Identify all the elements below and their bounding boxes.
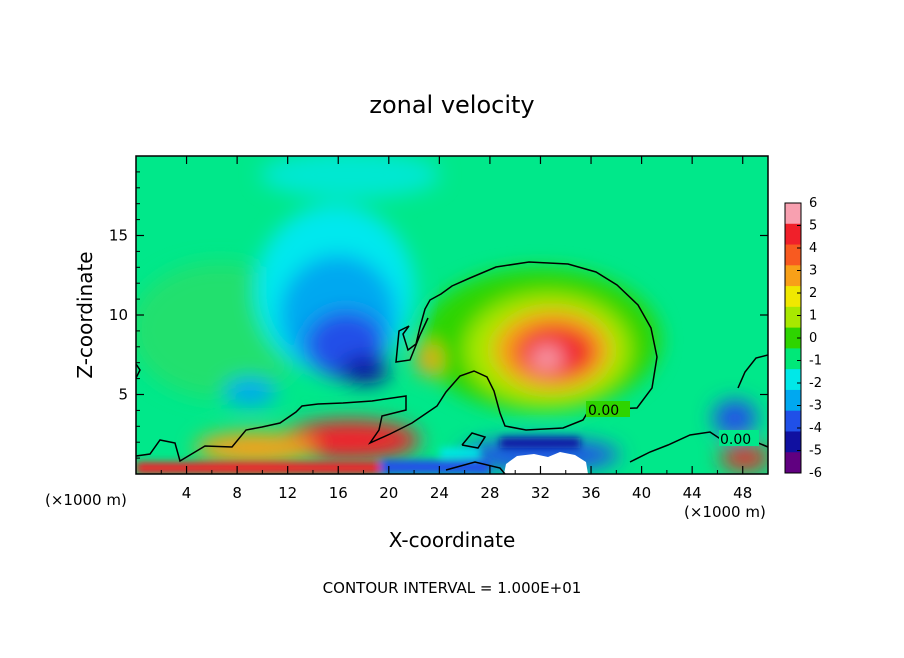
contour-label-2: 0.00 <box>720 432 751 448</box>
field-region-low-orange-left <box>195 432 315 464</box>
y-tick-label: 5 <box>118 386 128 404</box>
contour-lines <box>136 261 768 474</box>
field-region-right-blue <box>713 400 757 436</box>
surface-detail <box>136 438 580 474</box>
surface-red-band <box>136 462 386 474</box>
colorbar-segment <box>785 203 801 225</box>
surface-dark-blue-band <box>500 438 580 448</box>
colorbar-segment <box>785 265 801 287</box>
colorbar-label: -1 <box>809 354 822 369</box>
colorbar-segment <box>785 306 801 329</box>
colorbar-label: -2 <box>809 376 822 391</box>
colorbar-label: 4 <box>809 241 817 256</box>
velocity-field <box>136 156 768 471</box>
x-tick-label: 8 <box>232 484 242 502</box>
x-tick-label: 4 <box>182 484 192 502</box>
field-region-small-orange <box>416 344 440 376</box>
colorbar-label: -4 <box>809 421 822 436</box>
colorbar-segment <box>785 369 801 391</box>
x-tick-label: 40 <box>632 484 651 502</box>
colorbar: 6 5 4 3 2 1 0 -1 -2 -3 -4 -5 -6 <box>784 196 822 481</box>
contour-label-bg-1 <box>586 401 630 417</box>
field-region-pink-core <box>531 346 563 370</box>
contour-interval-text: CONTOUR INTERVAL = 1.000E+01 <box>323 579 582 597</box>
x-axis: 4 8 12 16 20 24 28 32 36 40 44 48 <box>160 156 752 502</box>
colorbar-label: -3 <box>809 399 822 414</box>
x-tick-label: 28 <box>480 484 499 502</box>
colorbar-label: 0 <box>809 331 817 346</box>
colorbar-segment <box>785 286 801 308</box>
zero-contour-right-upper <box>737 354 768 389</box>
colorbar-label: 6 <box>809 196 817 211</box>
field-region-right-red <box>720 446 768 470</box>
colorbar-label: 5 <box>809 219 817 234</box>
colorbar-segment <box>785 452 801 474</box>
zero-contour-small-1 <box>461 432 487 449</box>
field-region-cyan-left-small <box>224 378 276 406</box>
x-tick-label: 20 <box>379 484 398 502</box>
colorbar-label: -6 <box>809 466 822 481</box>
x-unit-label-left: (×1000 m) <box>45 491 127 509</box>
x-unit-label-right: (×1000 m) <box>684 503 766 521</box>
surface-blue-band <box>380 460 490 474</box>
colorbar-segment <box>785 348 801 370</box>
chart-title: zonal velocity <box>369 91 534 119</box>
zero-contour-bottom <box>445 461 506 474</box>
field-region-dark-blue-core <box>341 356 389 384</box>
y-tick-label: 15 <box>109 227 128 245</box>
y-axis-title: Z-coordinate <box>73 251 97 378</box>
x-axis-title: X-coordinate <box>389 528 516 552</box>
zero-contour-left-edge <box>136 363 141 379</box>
field-region-upper-cyan <box>260 156 440 199</box>
y-tick-label: 10 <box>109 306 128 324</box>
zero-contour-main <box>136 261 658 463</box>
colorbar-segment <box>785 410 801 432</box>
x-tick-label: 44 <box>683 484 702 502</box>
x-tick-label: 48 <box>733 484 752 502</box>
colorbar-label: -5 <box>809 444 822 459</box>
plot-area: 0.00 0.00 <box>136 156 768 474</box>
surface-cyan-band <box>440 448 480 458</box>
colorbar-segment <box>785 223 801 246</box>
colorbar-segment <box>785 431 801 453</box>
x-tick-label: 12 <box>278 484 297 502</box>
colorbar-label: 2 <box>809 286 817 301</box>
colorbar-label: 1 <box>809 309 817 324</box>
colorbar-segment <box>785 327 801 349</box>
y-axis: 5 10 15 <box>109 171 768 459</box>
x-tick-label: 24 <box>430 484 449 502</box>
terrain-white-patch <box>504 452 588 474</box>
x-tick-label: 16 <box>329 484 348 502</box>
contour-label-1: 0.00 <box>588 403 619 419</box>
x-tick-label: 36 <box>581 484 600 502</box>
field-region-low-red-left <box>280 420 420 460</box>
colorbar-segment <box>785 244 801 266</box>
x-tick-label: 32 <box>531 484 550 502</box>
colorbar-segment <box>785 389 801 412</box>
contour-label-bg-2 <box>719 430 759 446</box>
colorbar-label: 3 <box>809 264 817 279</box>
